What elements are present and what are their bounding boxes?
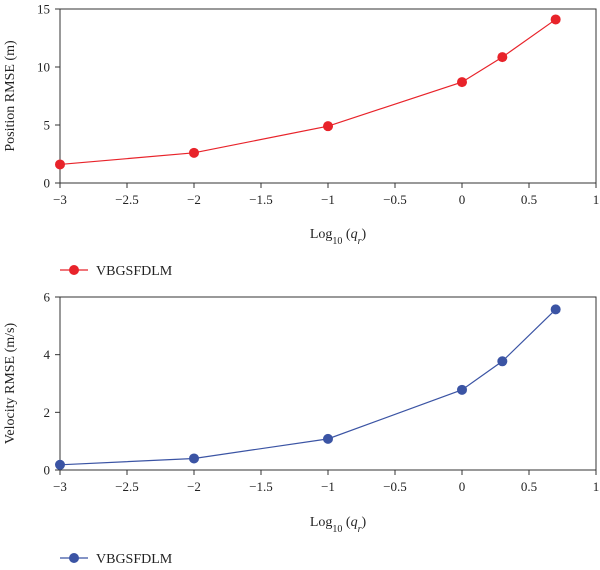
data-point: [323, 433, 333, 444]
x-tick-label: −0.5: [383, 192, 407, 207]
x-tick-label: −2.5: [115, 192, 139, 207]
data-point: [55, 159, 65, 170]
x-tick-label: −2: [187, 479, 201, 494]
series-line: [59, 308, 557, 466]
data-point: [189, 147, 199, 158]
data-point: [189, 453, 199, 464]
x-tick-label: −1.5: [249, 192, 273, 207]
x-tick-label: −2: [187, 192, 201, 207]
data-point: [323, 121, 333, 132]
y-tick-label: 0: [44, 176, 51, 191]
x-tick-label: 0.5: [521, 479, 537, 494]
x-tick-label: −1: [321, 479, 335, 494]
y-tick-label: 2: [44, 405, 51, 420]
y-tick-label: 6: [44, 290, 51, 305]
y-tick-label: 15: [37, 2, 50, 17]
x-tick-label: 0.5: [521, 192, 537, 207]
x-tick-label: −1: [321, 192, 335, 207]
x-axis-title: Log10 (qr): [310, 227, 367, 247]
data-point: [497, 356, 508, 367]
x-tick-label: −3: [53, 192, 67, 207]
data-point: [55, 459, 65, 470]
plot-frame: [59, 296, 597, 471]
x-axis-title: Log10 (qr): [310, 515, 367, 535]
series-line: [59, 18, 557, 166]
x-tick-label: −1.5: [249, 479, 273, 494]
y-axis-title: Position RMSE (m): [3, 40, 18, 152]
chart-2: −3 −2.5 −2 −1.5 −1 −0.5 0 0.5 1 0 2 4 6 Log10 (qr) Vel…: [3, 290, 599, 568]
data-point: [550, 14, 561, 25]
data-point: [550, 304, 561, 315]
y-tick-label: 5: [44, 118, 51, 133]
y-tick-label: 4: [44, 347, 51, 362]
legend-label: VBGSFDLM: [96, 264, 173, 279]
legend-marker: [69, 265, 79, 275]
y-tick-label: 0: [44, 463, 51, 478]
y-axis-title: Velocity RMSE (m/s): [3, 323, 18, 445]
legend-label: VBGSFDLM: [96, 552, 173, 567]
y-tick-label: 10: [37, 60, 50, 75]
data-point: [497, 52, 508, 63]
x-tick-label: 1: [593, 479, 600, 494]
x-tick-label: −0.5: [383, 479, 407, 494]
x-tick-label: 1: [593, 192, 600, 207]
x-tick-label: 0: [459, 479, 466, 494]
x-tick-label: −2.5: [115, 479, 139, 494]
legend-marker: [69, 553, 79, 563]
data-point: [457, 77, 467, 88]
x-tick-label: −3: [53, 479, 67, 494]
x-tick-label: 0: [459, 192, 466, 207]
data-point: [457, 384, 467, 395]
